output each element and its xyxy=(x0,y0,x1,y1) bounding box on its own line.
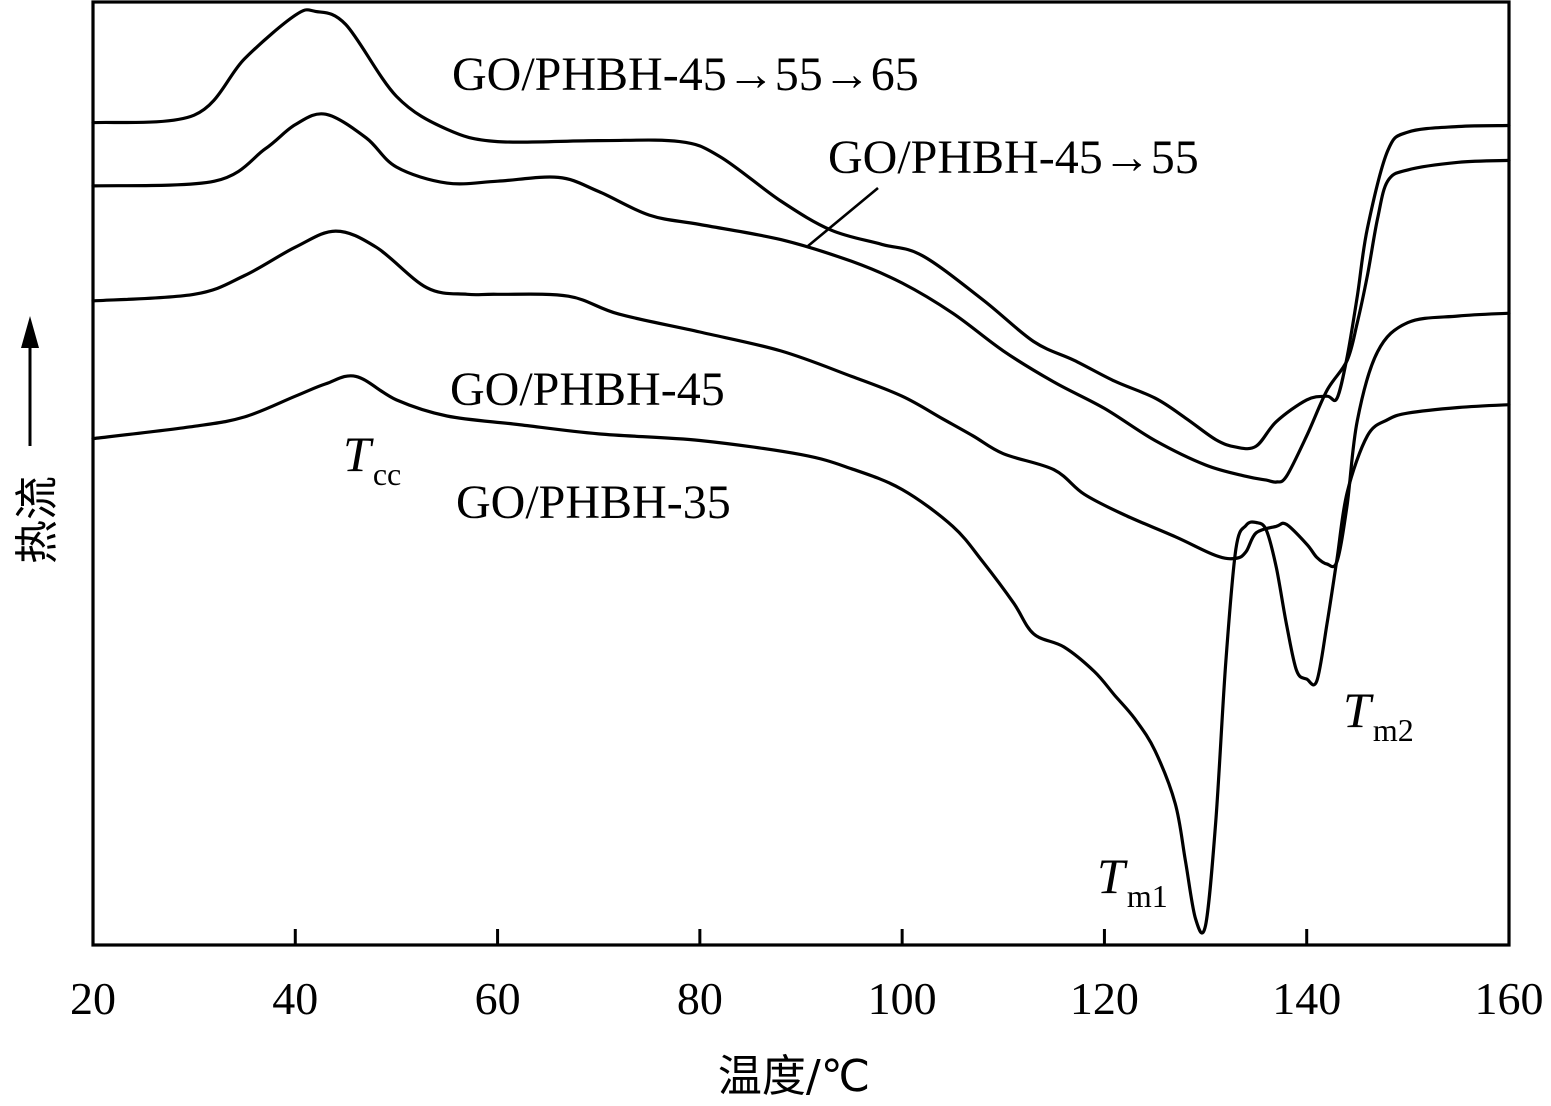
series-line-3 xyxy=(91,229,1511,569)
annotation-tm2-sub: m2 xyxy=(1373,712,1414,748)
series-label-35: GO/PHBH-35 xyxy=(456,476,731,529)
x-ticks: 20 40 60 80 100 120 140 160 xyxy=(70,929,1544,1024)
annotation-tm2-main: T xyxy=(1343,682,1374,738)
annotation-tm1-sub: m1 xyxy=(1127,878,1168,914)
x-tick-label: 160 xyxy=(1475,973,1544,1024)
annotation-tcc: Tcc xyxy=(343,426,401,492)
annotation-tm2: Tm2 xyxy=(1343,682,1414,748)
annotation-tm1-main: T xyxy=(1097,848,1128,904)
series-label-45-55: GO/PHBH-45→55 xyxy=(828,131,1199,184)
x-tick-label: 60 xyxy=(475,973,521,1024)
x-axis-title: 温度/℃ xyxy=(718,1051,870,1102)
x-tick-label: 80 xyxy=(677,973,723,1024)
x-tick-label: 40 xyxy=(272,973,318,1024)
x-tick-label: 20 xyxy=(70,973,116,1024)
x-tick-label: 120 xyxy=(1070,973,1139,1024)
curves xyxy=(91,8,1511,935)
plot-frame xyxy=(91,0,1511,947)
x-tick-label: 100 xyxy=(868,973,937,1024)
y-axis-arrow-icon xyxy=(21,316,39,348)
series-label-45-55-65: GO/PHBH-45→55→65 xyxy=(452,48,919,101)
x-tick-label: 140 xyxy=(1272,973,1341,1024)
leader-line xyxy=(807,186,879,248)
annotation-tm1: Tm1 xyxy=(1097,848,1168,914)
annotation-tcc-sub: cc xyxy=(373,456,401,492)
series-label-45: GO/PHBH-45 xyxy=(450,363,725,416)
annotation-tcc-main: T xyxy=(343,426,374,482)
series-line-2 xyxy=(91,112,1511,484)
y-axis-title: 热流 xyxy=(12,476,63,564)
series-line-4 xyxy=(91,374,1511,935)
